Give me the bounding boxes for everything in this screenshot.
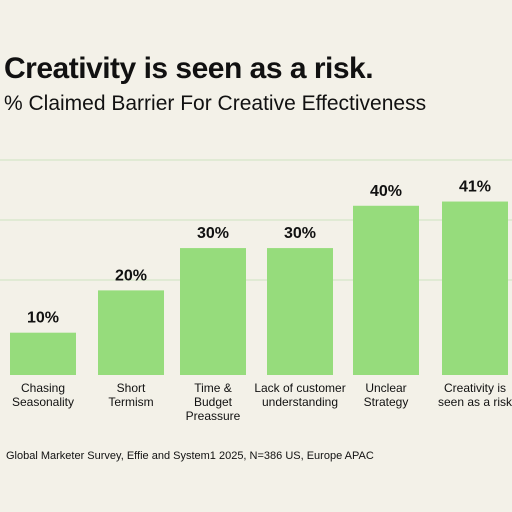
bar — [267, 248, 333, 375]
category-label: Unclear — [365, 381, 406, 395]
category-label: Chasing — [21, 381, 65, 395]
data-label: 10% — [27, 310, 59, 327]
data-label: 30% — [284, 225, 316, 242]
category-label: seen as a risk — [438, 395, 512, 409]
data-label: 40% — [370, 183, 402, 200]
data-label: 20% — [115, 267, 147, 284]
data-label: 41% — [459, 179, 491, 196]
category-label: Time & — [194, 381, 232, 395]
bar — [10, 332, 76, 375]
bar — [353, 205, 419, 375]
bar — [442, 201, 508, 375]
category-label: Budget — [194, 395, 233, 409]
category-label: Lack of customer — [254, 381, 345, 395]
data-label: 30% — [197, 225, 229, 242]
bar — [98, 290, 164, 375]
category-label: Creativity is — [444, 381, 506, 395]
category-label: Short — [117, 381, 146, 395]
chart-subtitle: % Claimed Barrier For Creative Effective… — [4, 92, 427, 115]
category-label: Preassure — [186, 409, 241, 423]
source-note: Global Marketer Survey, Effie and System… — [6, 450, 374, 462]
category-label: Seasonality — [12, 395, 74, 409]
category-label: Termism — [108, 395, 153, 409]
chart-title: Creativity is seen as a risk. — [4, 52, 374, 85]
category-label: understanding — [262, 395, 338, 409]
category-label: Strategy — [364, 395, 409, 409]
bar — [180, 248, 246, 375]
